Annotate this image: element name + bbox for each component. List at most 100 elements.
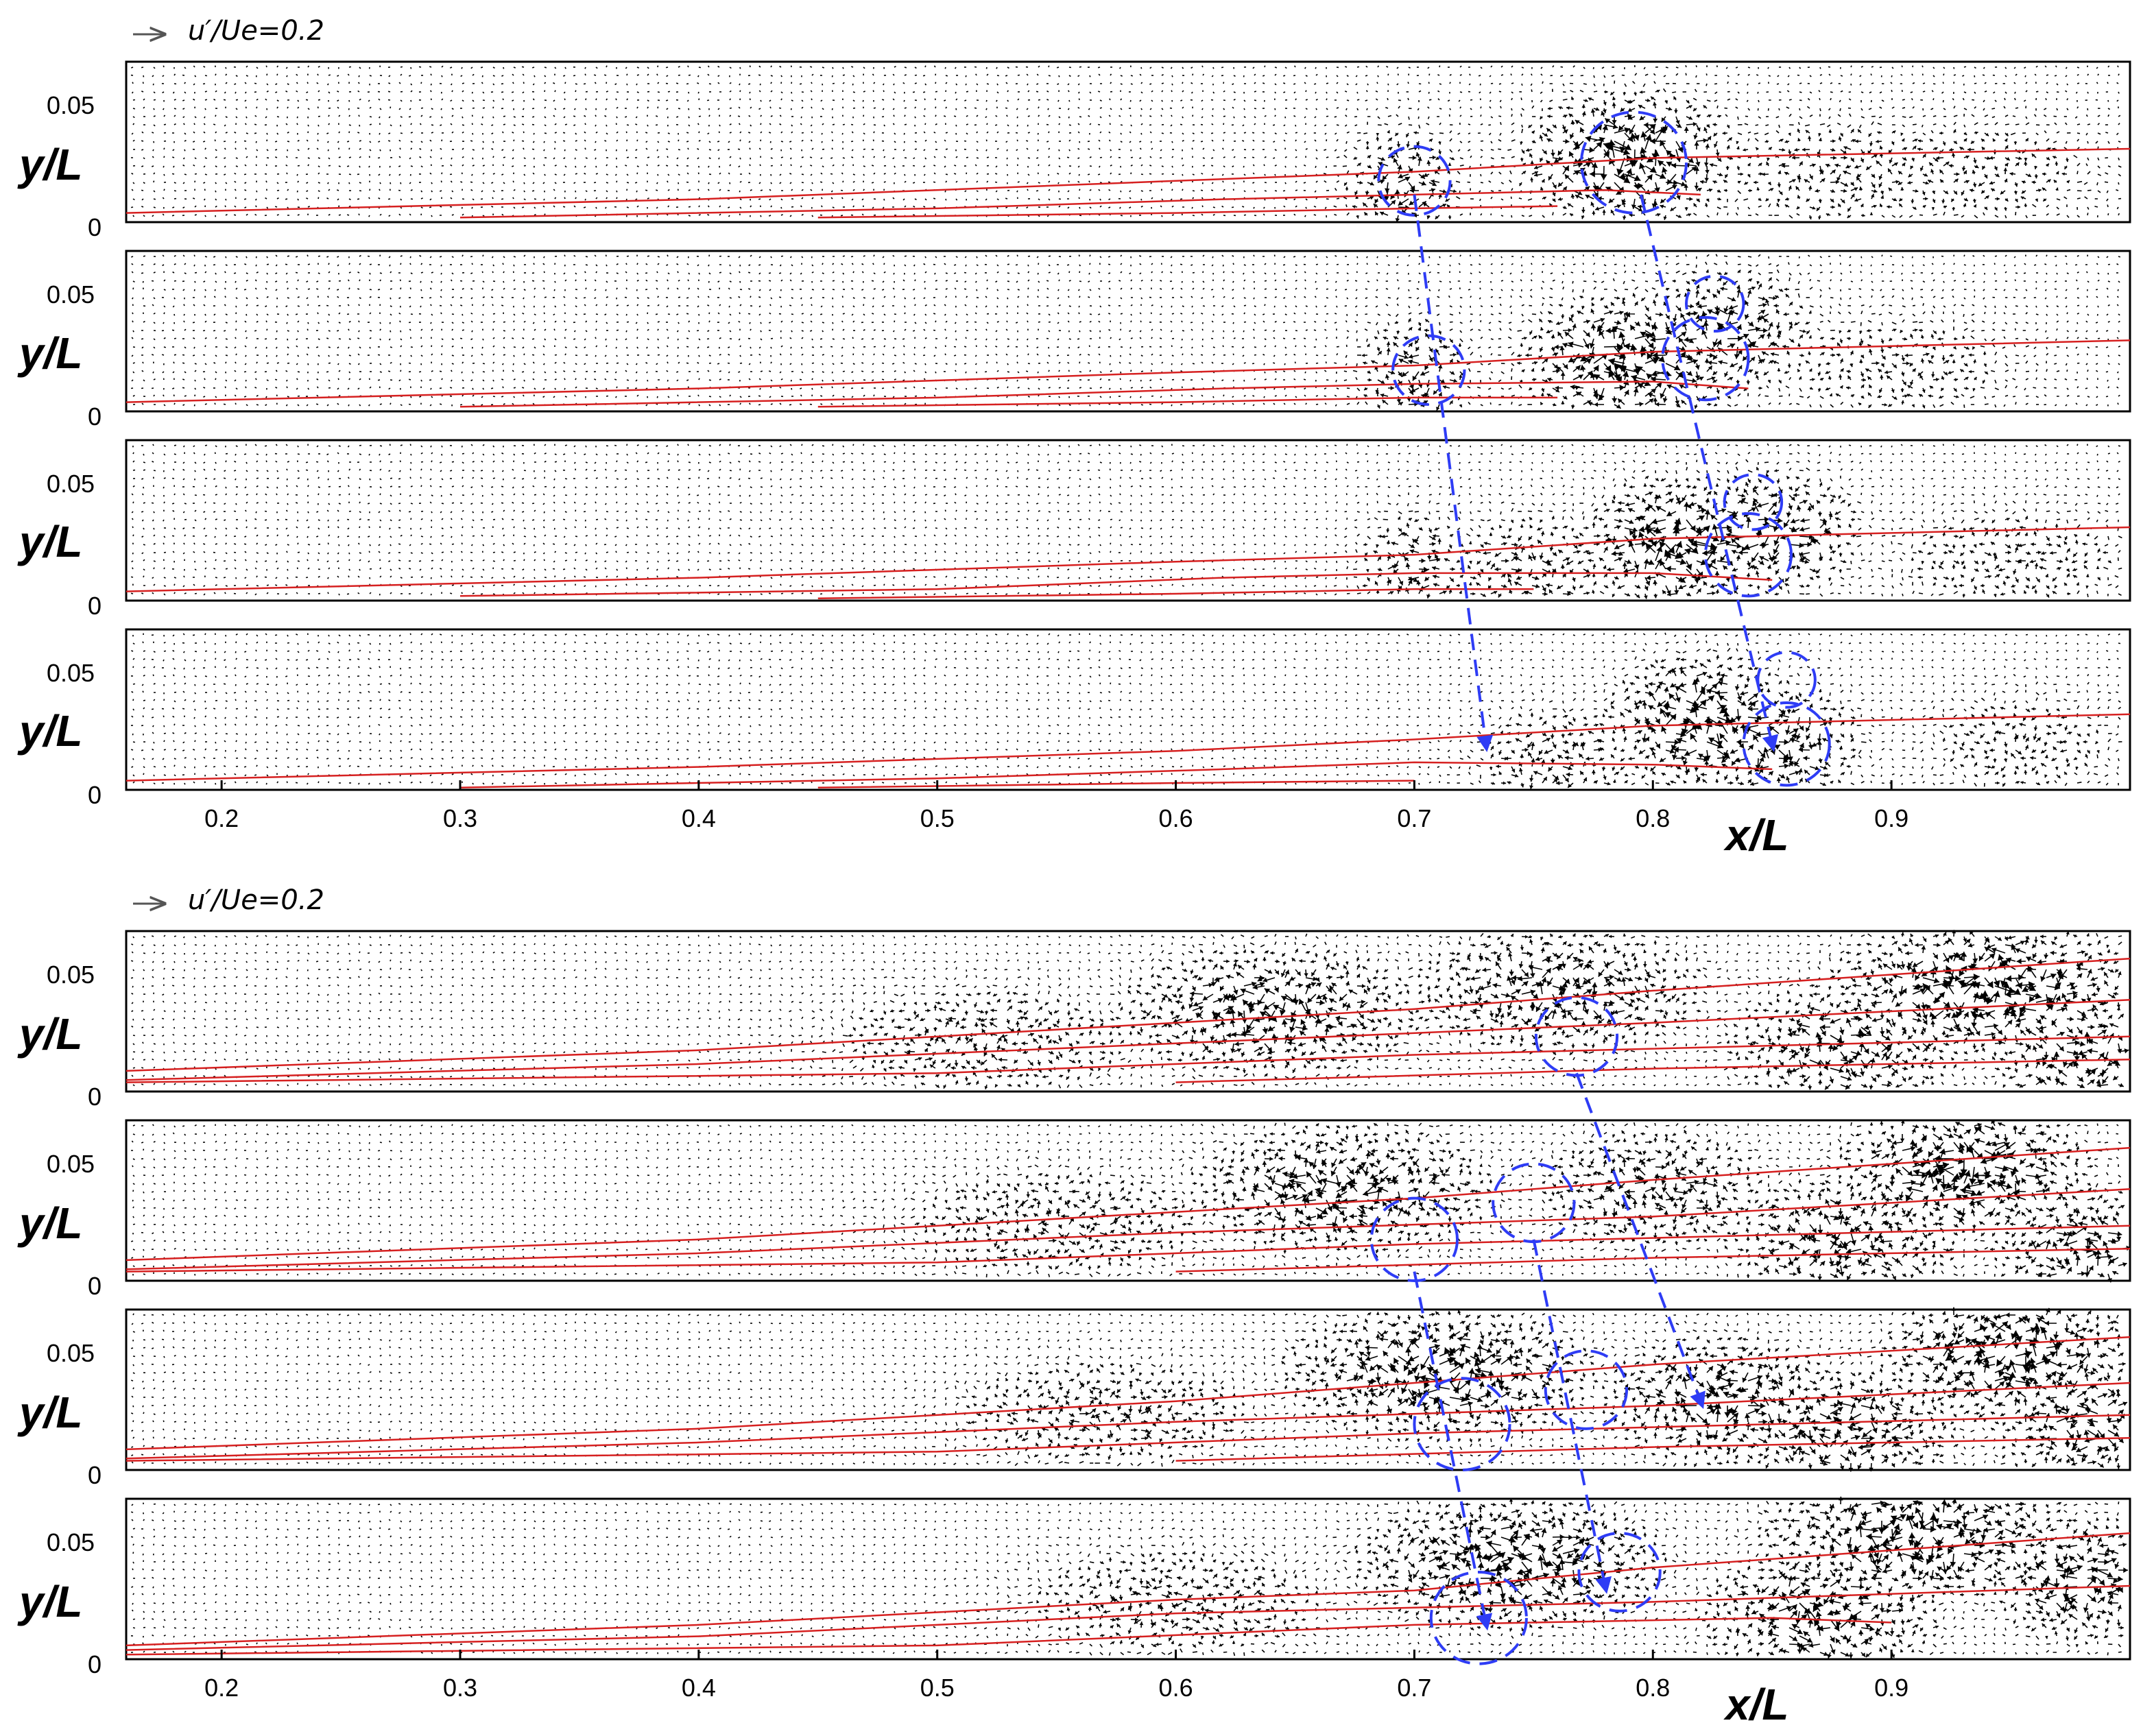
tracking-arrow xyxy=(1532,1239,1612,1594)
plot-frame xyxy=(125,439,2131,602)
velocity-vectors xyxy=(130,632,2122,790)
x-tick-label: 0.3 xyxy=(443,1674,477,1702)
vector-field-layer xyxy=(130,443,2122,599)
y-tick-label: 0.05 xyxy=(47,470,95,498)
streamline xyxy=(1175,1436,2131,1462)
y-tick-label: 0.05 xyxy=(47,961,95,989)
x-tick-label: 0.8 xyxy=(1636,804,1670,832)
velocity-arrowheads xyxy=(1344,90,2070,222)
vector-panel: y/L 0.05 0 xyxy=(17,60,2131,241)
track-layer xyxy=(1413,1072,1706,1631)
streamline-layer xyxy=(125,1146,2131,1273)
vector-field-layer xyxy=(130,632,2122,790)
x-tick-layer: 0.2 0.3 0.4 0.5 0.6 0.7 0.8 0.9 xyxy=(204,780,1908,832)
x-tick-label: 0.5 xyxy=(920,1674,955,1702)
x-tick-label: 0.7 xyxy=(1397,804,1431,832)
y-tick-label: 0.05 xyxy=(47,280,95,309)
tracking-arrow xyxy=(1639,194,1779,752)
vortex-marker xyxy=(1429,1570,1528,1665)
streamline xyxy=(125,1584,2131,1651)
vortex-marker xyxy=(1723,473,1784,531)
x-tick-label: 0.7 xyxy=(1397,1674,1431,1702)
vector-field-layer xyxy=(130,1496,2128,1659)
y-tick-label: 0 xyxy=(88,781,101,809)
y-tick-label: 0.05 xyxy=(47,659,95,687)
x-axis-label: x/L xyxy=(1723,810,1788,860)
tracking-arrow xyxy=(1413,194,1494,753)
vortex-marker xyxy=(1742,701,1831,787)
vector-field-layer xyxy=(130,1307,2128,1472)
plot-frame xyxy=(125,1497,2131,1661)
velocity-arrowheads xyxy=(916,1120,2131,1283)
vortex-marker xyxy=(1577,1532,1662,1613)
vector-field-layer xyxy=(130,1119,2131,1283)
velocity-vectors xyxy=(130,254,2121,411)
vortex-marker xyxy=(1661,315,1750,402)
velocity-vectors xyxy=(130,1307,2128,1472)
vector-panel: y/L 0.05 0 xyxy=(17,1307,2131,1489)
x-tick-label: 0.6 xyxy=(1159,804,1193,832)
vortex-marker-layer xyxy=(1377,110,1688,217)
y-axis-label: y/L xyxy=(17,1577,82,1626)
vortex-marker xyxy=(1492,1162,1576,1244)
streamline xyxy=(125,999,2131,1081)
streamline xyxy=(125,1188,2131,1270)
y-axis-label: y/L xyxy=(17,1388,82,1437)
vortex-marker xyxy=(1544,1349,1629,1430)
vortex-marker xyxy=(1703,511,1793,598)
scale-label-lower: u′/Ue=0.2 xyxy=(188,884,324,916)
y-axis-label: y/L xyxy=(17,517,82,566)
velocity-vectors xyxy=(130,1119,2131,1283)
x-tick-label: 0.4 xyxy=(682,804,716,832)
streamline xyxy=(125,957,2131,1072)
plot-frame xyxy=(125,930,2131,1093)
vortex-marker xyxy=(1684,274,1745,333)
scale-label-upper: u′/Ue=0.2 xyxy=(188,15,324,47)
vortex-marker-layer xyxy=(1413,1349,1629,1471)
streamline xyxy=(1175,1247,2131,1273)
streamline-layer xyxy=(125,1532,2131,1656)
x-tick-label: 0.2 xyxy=(204,804,239,832)
x-tick-label: 0.6 xyxy=(1159,1674,1193,1702)
streamline xyxy=(1175,1058,2131,1083)
streamline-layer xyxy=(125,339,2131,408)
plot-frame xyxy=(125,250,2131,413)
streamline xyxy=(125,1225,2131,1273)
y-tick-label: 0.05 xyxy=(47,91,95,119)
streamline xyxy=(459,381,1749,408)
y-tick-label: 0 xyxy=(88,592,101,620)
x-tick-label: 0.4 xyxy=(682,1674,716,1702)
vector-panel: y/L 0.05 0 xyxy=(17,930,2131,1111)
streamline xyxy=(125,1336,2131,1451)
velocity-vectors xyxy=(130,65,2122,223)
streamline-layer xyxy=(125,1336,2131,1462)
y-axis-label: y/L xyxy=(17,706,82,756)
streamline xyxy=(125,713,2131,782)
streamline xyxy=(817,396,1558,408)
plot-frame xyxy=(125,1119,2131,1282)
y-tick-label: 0 xyxy=(88,402,101,431)
y-axis-label: y/L xyxy=(17,140,82,189)
vortex-marker-layer xyxy=(1429,1532,1662,1665)
streamline xyxy=(125,1035,2131,1083)
scale-key-upper: u′/Ue=0.2 xyxy=(133,15,324,47)
streamline-layer xyxy=(125,147,2131,219)
vector-panel: y/L 0.05 0 xyxy=(17,439,2131,620)
y-axis-label: y/L xyxy=(17,328,82,378)
vector-panel: y/L 0.05 0 xyxy=(17,628,2131,809)
vector-panel: y/L 0.05 0 xyxy=(17,1496,2131,1678)
y-tick-label: 0 xyxy=(88,1083,101,1111)
vortex-marker-layer xyxy=(1703,473,1793,598)
x-axis-upper: 0.2 0.3 0.4 0.5 0.6 0.7 0.8 0.9 x/L xyxy=(204,780,1908,860)
y-tick-label: 0.05 xyxy=(47,1339,95,1367)
y-axis-label: y/L xyxy=(17,1009,82,1059)
streamline xyxy=(125,1617,1892,1656)
x-tick-label: 0.5 xyxy=(920,804,955,832)
streamline xyxy=(817,780,1415,788)
y-axis-label: y/L xyxy=(17,1198,82,1248)
velocity-arrowheads xyxy=(848,930,2129,1090)
y-tick-label: 0 xyxy=(88,213,101,241)
x-tick-label: 0.8 xyxy=(1636,1674,1670,1702)
x-axis-label: x/L xyxy=(1723,1680,1788,1729)
